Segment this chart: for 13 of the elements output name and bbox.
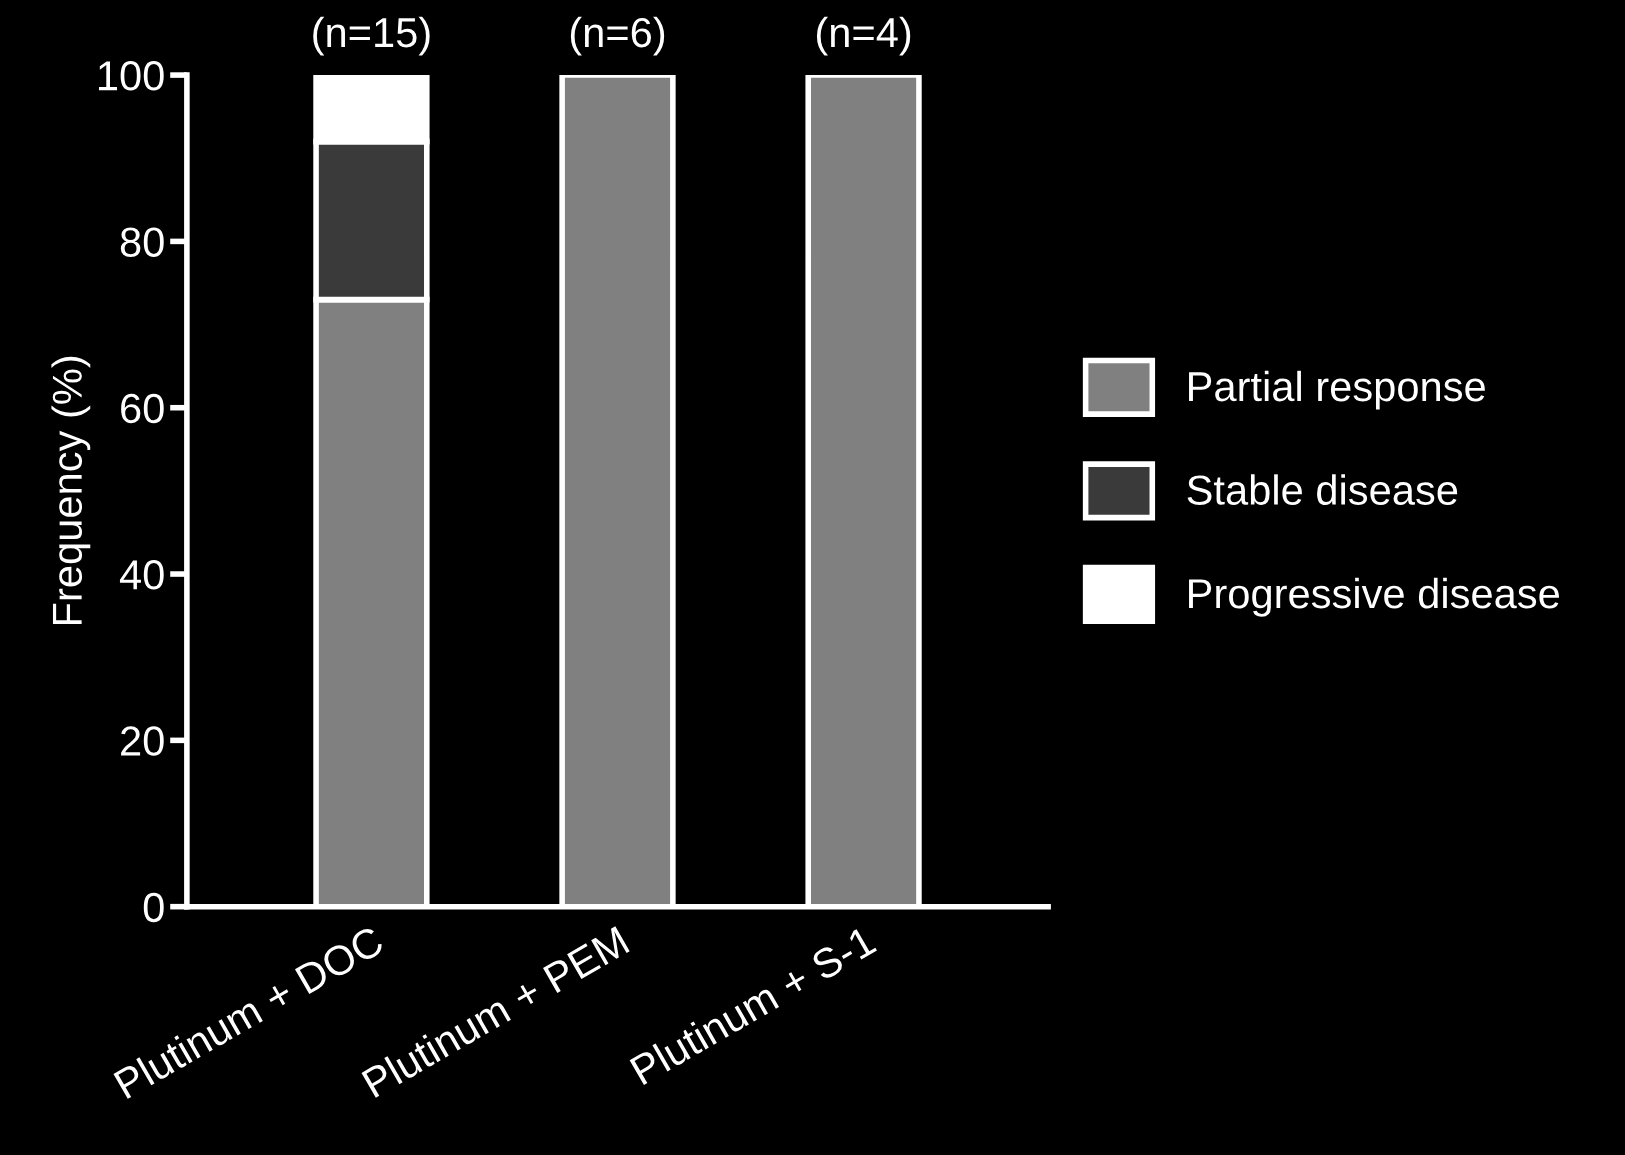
legend-label: Stable disease (1187, 474, 1458, 505)
y-tick-label: 20 (121, 726, 164, 756)
annotation: (n=6) (570, 16, 665, 56)
legend-label: Partial response (1189, 370, 1485, 410)
y-tick-label: 60 (121, 393, 164, 424)
y-tick-label: 100 (99, 61, 164, 91)
y-tick-label: 40 (119, 560, 164, 590)
y-tick-label: 80 (120, 227, 164, 257)
y-tick-label: 0 (143, 892, 164, 923)
annotation: (n=15) (313, 16, 430, 56)
legend-label: Progressive disease (1189, 577, 1559, 617)
annotation: (n=4) (816, 16, 911, 56)
y-axis-title: Frequency (%) (51, 356, 91, 625)
